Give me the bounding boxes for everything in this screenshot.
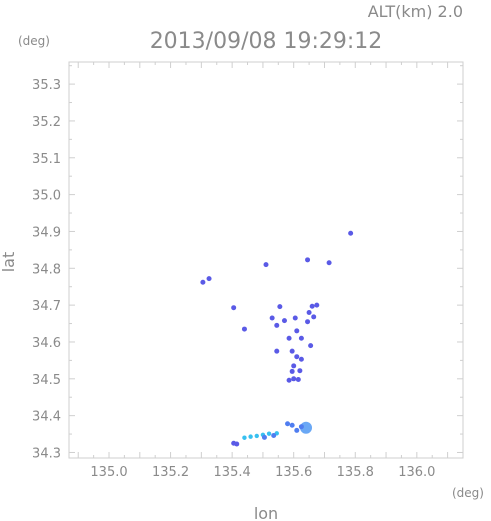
x-tick-label: 135.0 — [90, 465, 127, 480]
data-point — [271, 433, 277, 439]
x-tick-label: 135.4 — [214, 465, 251, 480]
data-point — [291, 376, 297, 382]
data-point — [254, 433, 259, 439]
data-point — [326, 260, 332, 266]
y-tick-label: 34.8 — [32, 262, 61, 277]
data-point — [231, 305, 237, 311]
data-point — [348, 230, 354, 236]
data-point — [200, 279, 206, 285]
x-tick-label: 135.2 — [152, 465, 189, 480]
y-tick-label: 34.6 — [32, 336, 61, 351]
plot-frame — [68, 61, 464, 459]
data-point — [314, 302, 320, 308]
y-axis-unit: (deg) — [18, 34, 50, 48]
y-tick-label: 35.3 — [32, 78, 61, 93]
data-point — [295, 377, 301, 383]
data-point — [274, 348, 280, 354]
x-tick-label: 136.0 — [398, 465, 435, 480]
data-point — [231, 440, 237, 446]
data-points — [200, 230, 354, 447]
data-point — [308, 343, 314, 349]
y-tick-label: 34.3 — [32, 446, 61, 461]
data-point — [286, 377, 292, 383]
data-point — [294, 427, 300, 433]
data-point — [285, 421, 291, 427]
data-point — [309, 303, 315, 309]
x-axis-label: lon — [254, 504, 278, 521]
data-point — [298, 424, 304, 430]
data-point — [266, 431, 272, 436]
data-point — [298, 335, 304, 341]
y-tick-label: 34.7 — [32, 299, 61, 314]
y-tick-label: 34.4 — [32, 410, 61, 425]
chart-title: 2013/09/08 19:29:12 — [150, 29, 383, 54]
y-tick-label: 35.1 — [32, 152, 61, 167]
data-point — [311, 314, 317, 320]
data-point — [263, 262, 269, 268]
data-point — [289, 422, 295, 428]
data-point — [241, 326, 247, 332]
chart-subtitle: ALT(km) 2.0 — [368, 2, 463, 21]
data-point — [286, 335, 292, 341]
data-point — [269, 315, 275, 321]
axis-ticks: 34.3 34.4 34.5 34.6 34.7 34.8 34.9 35.0 35.1 35.2… — [32, 62, 464, 480]
data-point — [274, 322, 280, 328]
y-tick-label: 35.0 — [32, 189, 61, 204]
data-point — [292, 315, 298, 321]
data-point — [298, 356, 304, 362]
data-point — [277, 304, 283, 310]
data-point — [281, 318, 287, 324]
x-tick-label: 135.6 — [275, 465, 312, 480]
data-point — [289, 348, 295, 354]
data-point — [297, 368, 303, 374]
data-point — [242, 435, 247, 440]
data-point — [248, 434, 253, 439]
y-axis-label: lat — [0, 252, 18, 273]
data-point — [206, 276, 212, 282]
data-point — [291, 363, 297, 369]
data-point — [289, 368, 295, 374]
data-point — [294, 354, 300, 360]
y-tick-label: 35.2 — [32, 115, 61, 130]
data-point — [305, 319, 311, 325]
data-point — [294, 328, 300, 334]
y-tick-label: 34.5 — [32, 373, 61, 388]
data-point — [261, 434, 267, 440]
x-tick-label: 135.8 — [337, 465, 374, 480]
x-axis-unit: (deg) — [452, 486, 484, 500]
data-point — [306, 309, 312, 315]
data-point — [305, 257, 311, 263]
y-tick-label: 34.9 — [32, 225, 61, 240]
